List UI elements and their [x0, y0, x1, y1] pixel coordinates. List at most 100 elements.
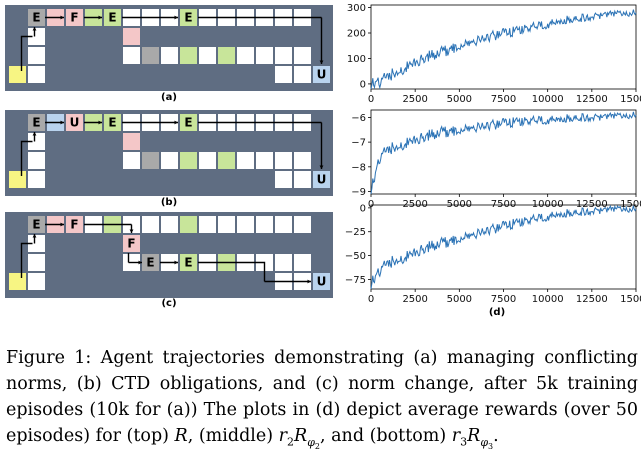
waypoint-label: F — [70, 218, 78, 232]
grid-cell — [294, 235, 311, 252]
plots-label: (d) — [488, 307, 506, 318]
waypoint-cell — [66, 114, 83, 131]
gridworld-b: E U E E U — [5, 110, 333, 196]
waypoint-label: E — [32, 116, 40, 130]
grid-cell — [85, 273, 102, 290]
caption-r3-sub: 3 — [460, 435, 468, 449]
path-arrowhead — [60, 120, 64, 125]
x-tick-label: 15000 — [620, 199, 641, 210]
grid-cell — [294, 171, 311, 188]
waypoint-cell — [28, 216, 45, 233]
x-tick-label: 2500 — [402, 294, 427, 305]
y-tick-label: 100 — [347, 54, 366, 65]
grid-cell — [66, 171, 83, 188]
grid-cell — [256, 216, 273, 233]
grid-cell — [66, 254, 83, 271]
x-tick-label: 0 — [368, 294, 374, 305]
figure-caption: Figure 1: Agent trajectories demonstrati… — [6, 345, 638, 460]
grid-cell — [161, 171, 178, 188]
path-arrowhead — [98, 120, 102, 125]
grid-cell — [275, 171, 292, 188]
grid-cell — [47, 273, 64, 290]
grid-cell — [47, 235, 64, 252]
x-tick-label: 10000 — [532, 94, 564, 105]
y-tick-label: −50 — [345, 251, 366, 262]
grid-cell — [237, 273, 254, 290]
x-tick-label: 15000 — [620, 294, 641, 305]
gridworld-panel-a: E F E E U — [5, 5, 333, 95]
grid-cell — [9, 152, 26, 169]
grid-cell — [161, 273, 178, 290]
waypoint-label: E — [184, 116, 192, 130]
grid-cell — [47, 66, 64, 83]
x-tick-label: 12500 — [576, 199, 608, 210]
waypoint-cell — [28, 114, 45, 131]
grid-cell — [180, 152, 197, 169]
caption-r2: r — [278, 426, 288, 446]
grid-cell — [218, 216, 235, 233]
caption-R3: R — [467, 426, 481, 446]
waypoint-cell — [104, 114, 121, 131]
grid-cell — [218, 152, 235, 169]
grid-cell — [142, 152, 159, 169]
grid-cell — [66, 66, 83, 83]
grid-cell — [256, 171, 273, 188]
waypoint-cell — [142, 254, 159, 271]
grid-cell — [85, 28, 102, 45]
waypoint-label: F — [127, 237, 135, 251]
panel-label-b: (b) — [160, 197, 178, 208]
waypoint-cell — [180, 114, 197, 131]
path-arrowhead — [98, 15, 102, 20]
path-arrowhead — [32, 27, 37, 31]
x-tick-label: 12500 — [576, 294, 608, 305]
grid-cell — [199, 235, 216, 252]
grid-cell — [104, 235, 121, 252]
grid-cell — [218, 28, 235, 45]
grid-cell — [275, 216, 292, 233]
waypoint-label: E — [108, 116, 116, 130]
x-tick-label: 5000 — [447, 199, 472, 210]
grid-cell — [180, 235, 197, 252]
grid-cell — [47, 254, 64, 271]
grid-cell — [123, 171, 140, 188]
grid-cell — [47, 152, 64, 169]
grid-cell — [161, 28, 178, 45]
path-arrowhead — [174, 15, 178, 20]
caption-R2: R — [294, 426, 308, 446]
grid-cell — [218, 171, 235, 188]
grid-cell — [180, 216, 197, 233]
grid-cell — [104, 171, 121, 188]
panel-label-a: (a) — [161, 92, 177, 103]
waypoint-cell — [28, 9, 45, 26]
grid-cell — [28, 66, 45, 83]
grid-cell — [199, 66, 216, 83]
grid-cell — [123, 47, 140, 64]
x-tick-label: 2500 — [402, 94, 427, 105]
grid-cell — [47, 133, 64, 150]
grid-cell — [237, 216, 254, 233]
gridworld-a: E F E E U — [5, 5, 333, 91]
path-arrowhead — [32, 132, 37, 136]
grid-cell — [9, 66, 26, 83]
grid-cell — [180, 273, 197, 290]
y-tick-label: 0 — [360, 79, 366, 90]
path-arrowhead — [174, 120, 178, 125]
grid-cell — [218, 235, 235, 252]
plot-frame — [370, 109, 637, 195]
waypoint-cell — [66, 216, 83, 233]
waypoint-label: U — [317, 275, 327, 289]
path-arrowhead — [307, 279, 311, 284]
grid-cell — [275, 254, 292, 271]
grid-cell — [28, 171, 45, 188]
series-line — [370, 9, 637, 90]
grid-cell — [180, 66, 197, 83]
grid-cell — [256, 133, 273, 150]
path-arrowhead — [138, 260, 142, 265]
grid-cell — [66, 273, 83, 290]
waypoint-label: E — [184, 11, 192, 25]
waypoint-cell — [313, 273, 330, 290]
grid-cell — [180, 47, 197, 64]
grid-cell — [85, 152, 102, 169]
waypoint-label: E — [32, 218, 40, 232]
grid-cell — [142, 133, 159, 150]
